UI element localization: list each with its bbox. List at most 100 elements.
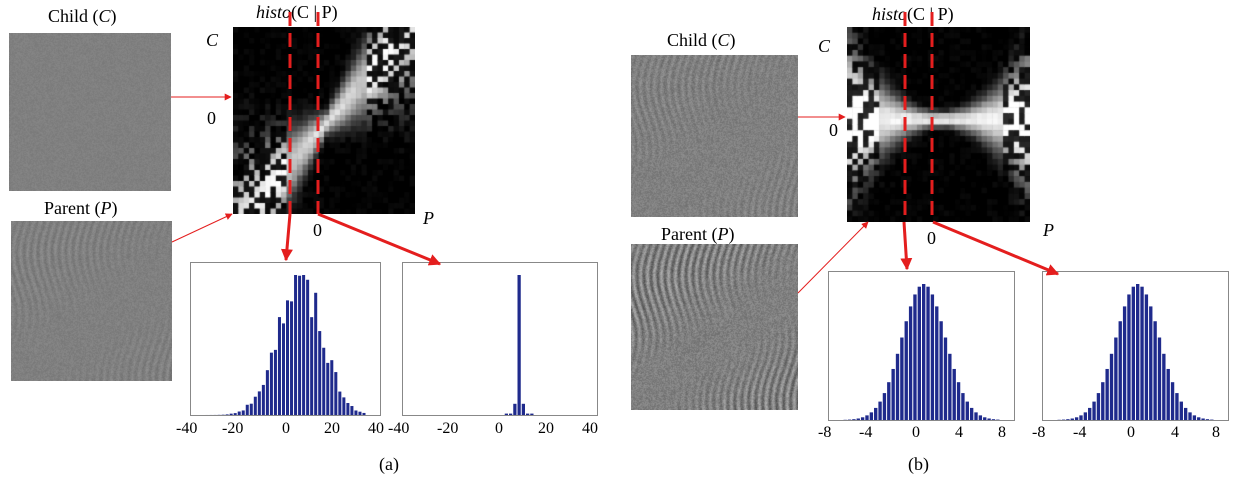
histogram-bar [504,413,508,415]
histogram-bar [346,403,350,415]
histogram-bar [290,301,294,415]
histogram-bar [1188,412,1192,420]
histogram-bar [856,418,860,420]
histogram-bar [1083,412,1088,420]
histogram-bar [1096,393,1101,420]
histogram-bar [922,284,926,420]
caption-a: (a) [379,454,399,474]
parent-to-histo-arrow-b [797,221,869,294]
histogram-bar [904,321,908,420]
histogram-bar [1109,353,1114,420]
histogram-bar [939,321,943,420]
histogram-bar [991,419,996,420]
zero-p-label-a: 0 [313,220,322,240]
histogram-bar [269,352,273,415]
histogram-bar [521,403,525,415]
histogram-bar [978,415,983,420]
histogram-bar [1183,407,1188,420]
histogram-bar [895,353,900,420]
marginal-histogram-b2 [1042,271,1229,421]
histogram-bar [350,406,354,415]
histogram-bar [1153,321,1157,420]
child-subband-image-b [631,55,798,217]
zero-c-label-b: 0 [829,120,838,140]
histogram-bar [983,417,987,420]
tick-a1-1: -20 [222,420,244,437]
histogram-bar [930,294,935,420]
histogram-bar [987,418,991,420]
child-subband-image-a [9,33,171,191]
histogram-bar [509,413,513,415]
histogram-bar [935,306,939,420]
caption-b: (b) [908,454,929,474]
histogram-bar [273,349,277,415]
tick-b1-4: 8 [998,424,1006,441]
histogram-bar [1192,415,1197,420]
conditional-histogram-a [233,27,415,214]
marginal-histogram-b1 [828,271,1015,421]
histogram-bar [874,407,878,420]
histogram-bar [342,397,346,415]
parent-subband-image-b [631,244,798,410]
histogram-bar [1140,286,1144,420]
histo-to-hist2-arrow-b [932,220,1060,276]
tick-a2-3: 20 [538,420,554,437]
histogram-bar [326,362,330,415]
histogram-bar [261,384,265,415]
histogram-bar [1079,415,1083,420]
histogram-bar [513,403,517,415]
histogram-bar [952,368,956,420]
histogram-bar [253,396,257,415]
histogram-bar [277,317,281,415]
histogram-bar [1162,353,1166,420]
histogram-bar [878,401,882,420]
histogram-bar [338,391,342,415]
histogram-bar [526,413,530,415]
tick-b1-2: 0 [912,424,920,441]
histogram-bar [294,275,298,415]
histogram-bar [354,410,358,415]
histogram-bar [1179,401,1183,420]
histogram-bar [917,286,921,420]
histogram-bar [891,368,895,420]
histo-to-hist1-arrow-a [280,213,293,262]
zero-p-label-b: 0 [927,228,936,248]
histogram-bar [900,337,904,420]
parent-to-histo-arrow-a [171,213,233,243]
histogram-bar [334,372,338,415]
histogram-bar [913,294,917,420]
histogram-bar [225,414,229,415]
histogram-bar [322,347,326,415]
histogram-bar [1170,382,1175,420]
histogram-bar [1136,284,1140,420]
histogram-bar [318,331,322,415]
histogram-bar [965,401,969,420]
zero-c-label-a: 0 [207,108,216,128]
histogram-bar [974,412,978,420]
child-label-a: Child (C) [48,6,117,26]
histogram-bar [362,412,366,415]
tick-a1-0: -40 [176,420,198,437]
tick-b2-0: -8 [1032,424,1046,441]
histogram-bar [1201,418,1205,420]
histogram-bar [869,412,874,420]
histogram-bar [257,391,261,415]
histogram-bar [1131,286,1135,420]
histogram-bar [306,279,310,415]
histogram-bar [1105,368,1109,420]
histogram-bar [233,413,237,415]
histogram-bar [281,323,285,415]
histogram-bar [969,407,974,420]
marginal-histogram-a1 [190,262,381,416]
histogram-bar [1074,417,1079,420]
tick-a2-4: 40 [582,420,598,437]
histogram-bar [961,393,965,420]
histogram-bar [926,286,930,420]
histogram-bar [1166,368,1170,420]
histogram-bar [1070,418,1074,420]
histogram-bar [1114,337,1118,420]
histogram-bar [298,275,302,415]
histogram-bar [358,411,362,415]
histogram-bar [1088,407,1092,420]
